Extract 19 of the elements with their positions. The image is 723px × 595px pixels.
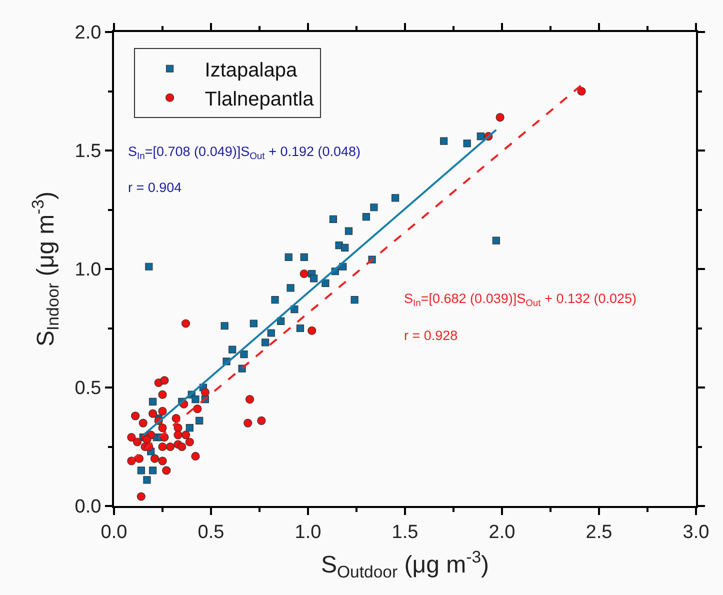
x-tick-label: 0.5 (198, 522, 224, 543)
x-tick-label: 1.5 (392, 522, 418, 543)
y-tick-label: 0.0 (74, 496, 102, 518)
x-tick-label: 0.0 (100, 522, 128, 543)
x-tick-label: 3.0 (682, 522, 710, 543)
y-tick-label: 1.5 (74, 141, 102, 162)
x-tick-label: 2.5 (586, 522, 612, 543)
annotation: S$_{In}$=[0.682 (0.039)]S$_{Out}$ + 0.132 (0.025) (404, 291, 637, 309)
y-tick-label: 1.0 (74, 260, 102, 281)
y-tick-label: 2.0 (74, 22, 102, 44)
y-tick-label: 0.5 (74, 378, 102, 400)
x-tick-label: 1.0 (294, 522, 322, 543)
annotation: r = 0.928 (404, 328, 458, 343)
x-axis-title: S$_{Outdoor}$ (μg m$^{-3}$) (320, 548, 490, 582)
annotation: r = 0.904 (128, 180, 182, 195)
legend-label: Tlalnepantla (204, 88, 315, 110)
annotation: S$_{In}$=[0.708 (0.049)]S$_{Out}$ + 0.192 (0.048) (128, 144, 361, 162)
x-tick-label: 2.0 (488, 522, 516, 543)
legend-label: Iztapalapa (204, 59, 298, 82)
